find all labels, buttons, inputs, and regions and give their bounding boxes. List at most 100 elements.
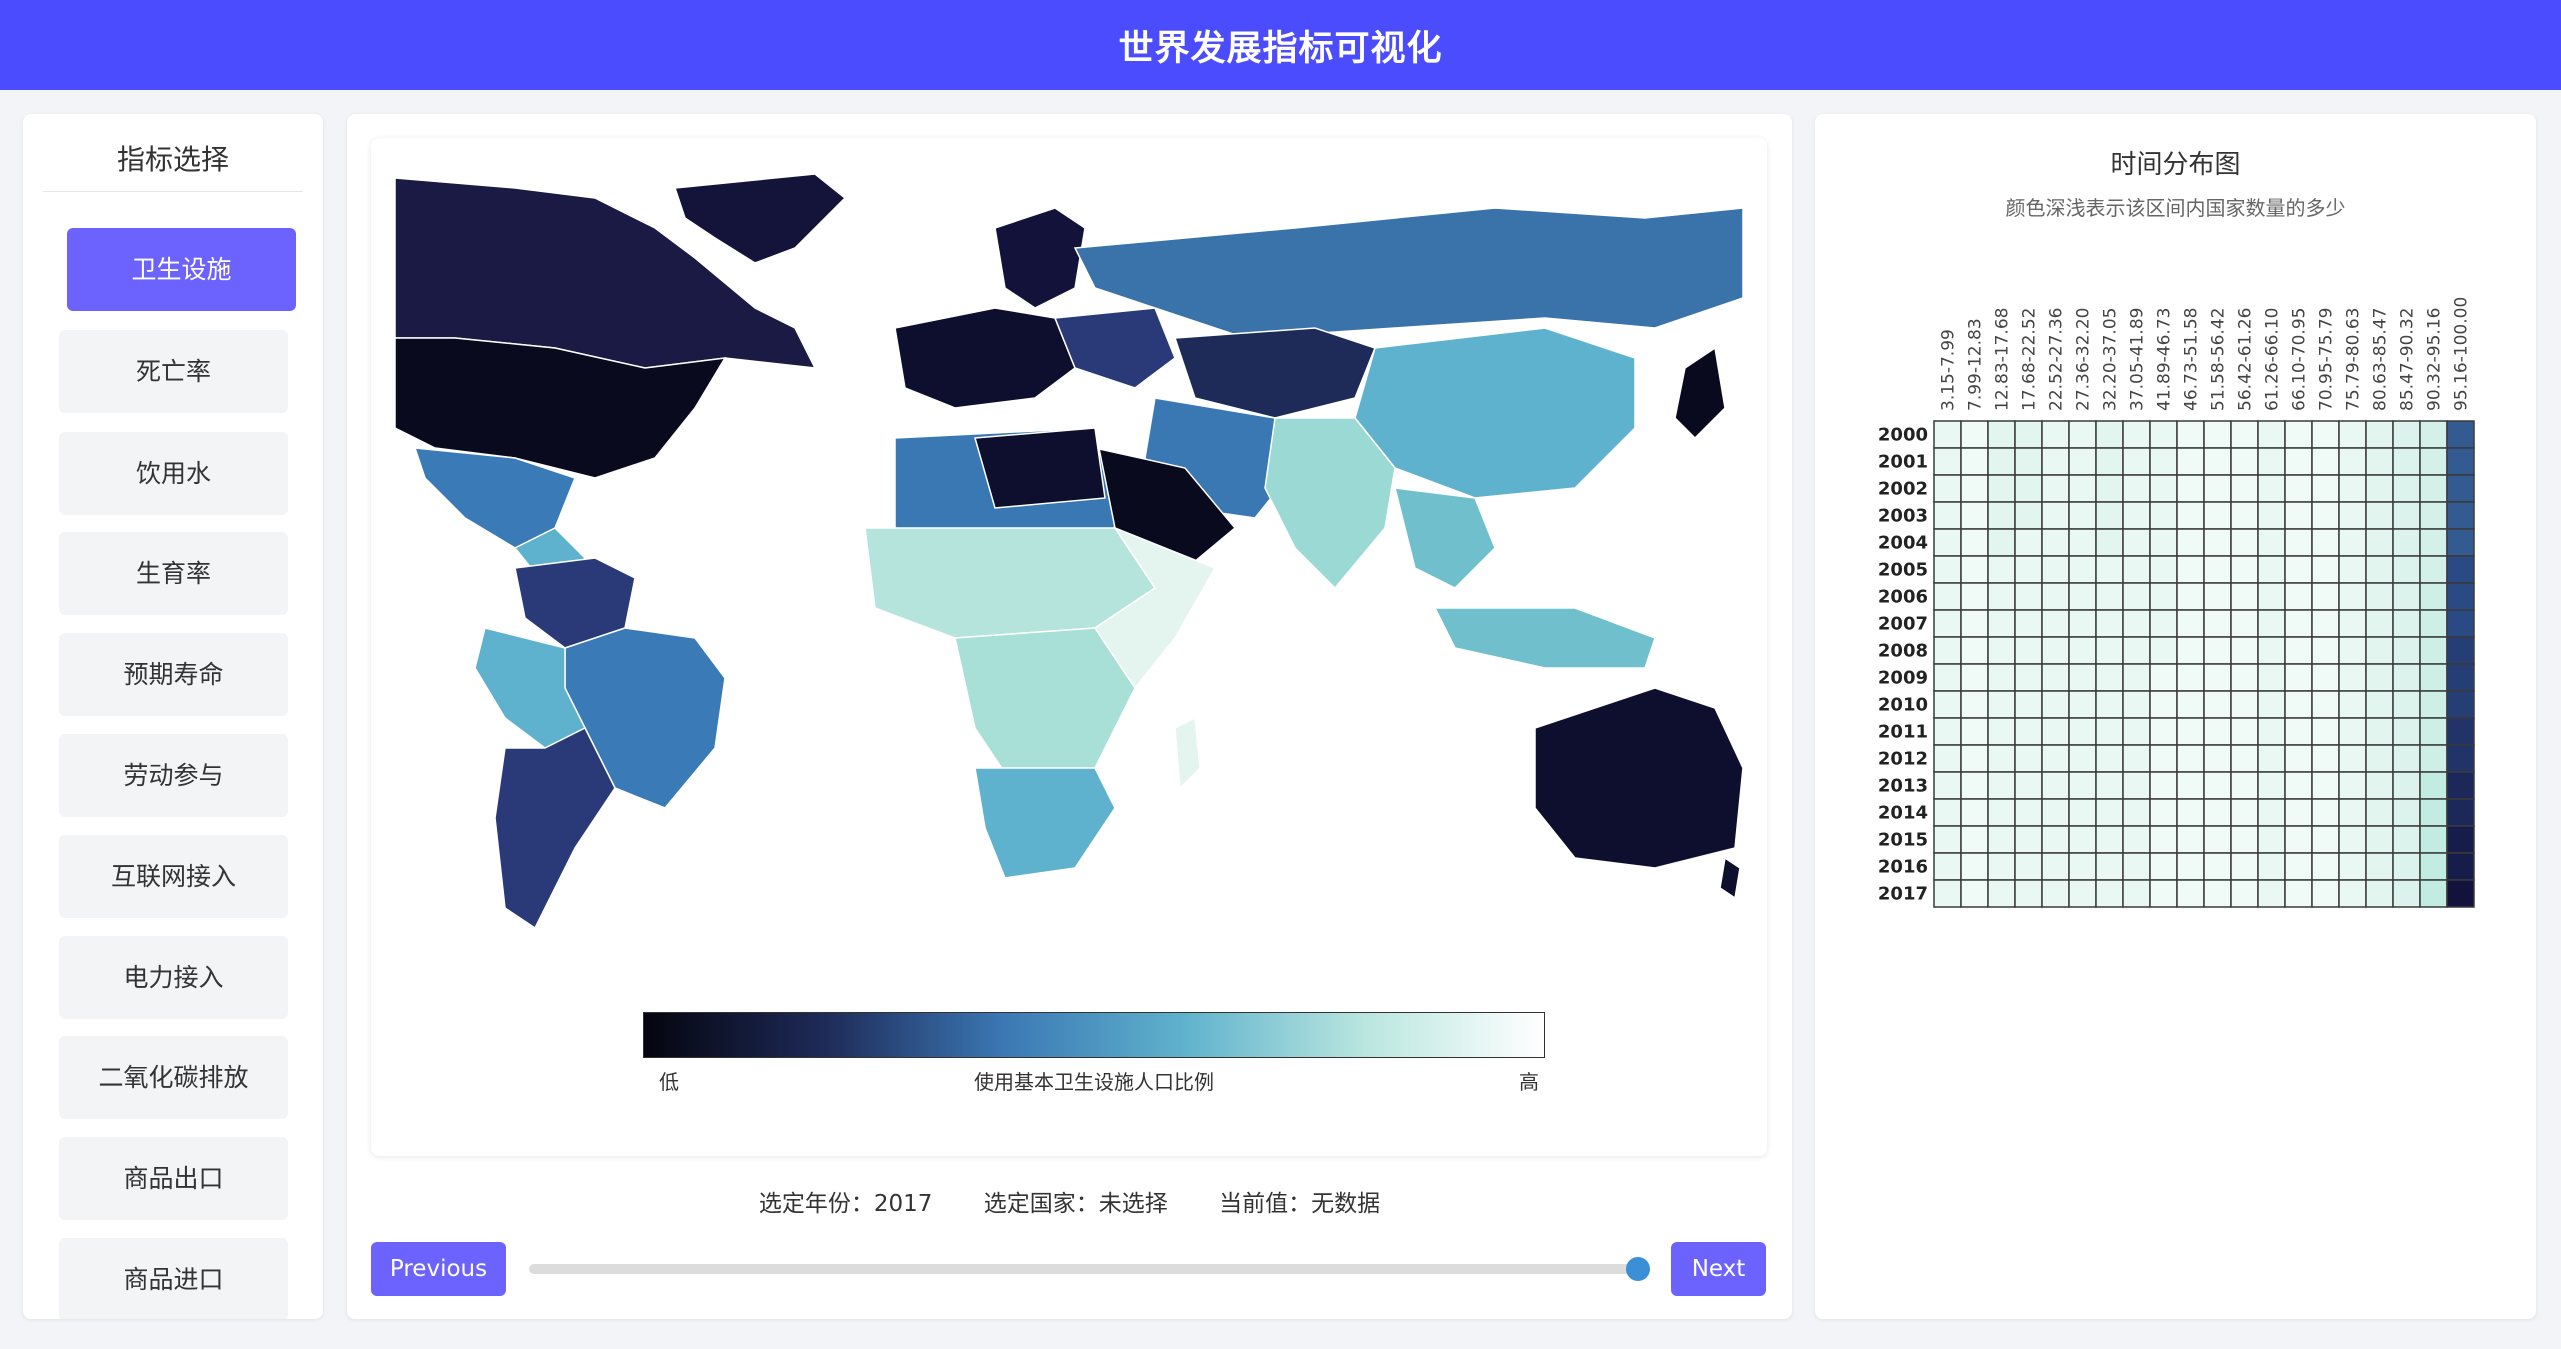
heatmap-cell[interactable] <box>2176 528 2205 557</box>
heatmap-cell[interactable] <box>2338 474 2367 503</box>
heatmap-cell[interactable] <box>2284 528 2313 557</box>
heatmap-cell[interactable] <box>2041 582 2070 611</box>
heatmap-cell[interactable] <box>2392 717 2421 746</box>
heatmap-cell[interactable] <box>2230 690 2259 719</box>
heatmap-cell[interactable] <box>2392 474 2421 503</box>
heatmap-cell[interactable] <box>2230 798 2259 827</box>
heatmap-cell[interactable] <box>2068 717 2097 746</box>
heatmap-cell[interactable] <box>2257 879 2286 908</box>
heatmap-cell[interactable] <box>2446 663 2475 692</box>
heatmap-cell[interactable] <box>2041 528 2070 557</box>
heatmap-cell[interactable] <box>2203 582 2232 611</box>
sidebar-item-goods-exports[interactable]: 商品出口 <box>59 1137 288 1220</box>
heatmap-cell[interactable] <box>1987 447 2016 476</box>
heatmap-cell[interactable] <box>2446 879 2475 908</box>
heatmap-cell[interactable] <box>2095 447 2124 476</box>
heatmap-cell[interactable] <box>2338 663 2367 692</box>
heatmap-cell[interactable] <box>2095 636 2124 665</box>
heatmap-cell[interactable] <box>2311 825 2340 854</box>
heatmap-cell[interactable] <box>2068 663 2097 692</box>
heatmap-cell[interactable] <box>2446 636 2475 665</box>
heatmap-cell[interactable] <box>2230 420 2259 449</box>
heatmap-cell[interactable] <box>2392 852 2421 881</box>
heatmap-cell[interactable] <box>2392 798 2421 827</box>
heatmap-cell[interactable] <box>1933 447 1962 476</box>
heatmap-cell[interactable] <box>1960 447 1989 476</box>
heatmap-cell[interactable] <box>2365 663 2394 692</box>
heatmap-cell[interactable] <box>2311 771 2340 800</box>
heatmap-cell[interactable] <box>1933 609 1962 638</box>
year-slider-track[interactable] <box>529 1264 1649 1274</box>
heatmap-cell[interactable] <box>2095 609 2124 638</box>
year-slider-thumb[interactable] <box>1626 1257 1650 1281</box>
heatmap-cell[interactable] <box>2176 744 2205 773</box>
heatmap-cell[interactable] <box>2068 420 2097 449</box>
heatmap-cell[interactable] <box>2176 663 2205 692</box>
heatmap-cell[interactable] <box>2095 663 2124 692</box>
heatmap-cell[interactable] <box>2311 690 2340 719</box>
heatmap-cell[interactable] <box>2122 663 2151 692</box>
heatmap-cell[interactable] <box>2203 771 2232 800</box>
heatmap-cell[interactable] <box>2392 771 2421 800</box>
heatmap-cell[interactable] <box>2176 420 2205 449</box>
heatmap-cell[interactable] <box>2392 636 2421 665</box>
sidebar-item-electricity-access[interactable]: 电力接入 <box>59 936 288 1019</box>
heatmap-cell[interactable] <box>2365 420 2394 449</box>
heatmap-cell[interactable] <box>2122 771 2151 800</box>
heatmap-cell[interactable] <box>2392 744 2421 773</box>
heatmap-cell[interactable] <box>2041 609 2070 638</box>
heatmap-cell[interactable] <box>2257 501 2286 530</box>
heatmap-cell[interactable] <box>1960 501 1989 530</box>
heatmap-cell[interactable] <box>2392 447 2421 476</box>
heatmap-cell[interactable] <box>2392 690 2421 719</box>
heatmap-cell[interactable] <box>2419 825 2448 854</box>
heatmap-cell[interactable] <box>2230 636 2259 665</box>
heatmap-cell[interactable] <box>2257 609 2286 638</box>
heatmap-cell[interactable] <box>2203 879 2232 908</box>
heatmap-cell[interactable] <box>2446 474 2475 503</box>
heatmap-cell[interactable] <box>2068 879 2097 908</box>
heatmap-cell[interactable] <box>2230 474 2259 503</box>
heatmap-cell[interactable] <box>2419 717 2448 746</box>
heatmap-cell[interactable] <box>2041 798 2070 827</box>
heatmap-cell[interactable] <box>2095 420 2124 449</box>
heatmap-cell[interactable] <box>2068 528 2097 557</box>
heatmap-cell[interactable] <box>2230 879 2259 908</box>
sidebar-item-goods-imports[interactable]: 商品进口 <box>59 1238 288 1319</box>
heatmap-cell[interactable] <box>1960 690 1989 719</box>
heatmap-cell[interactable] <box>2446 420 2475 449</box>
heatmap-cell[interactable] <box>1987 636 2016 665</box>
heatmap-cell[interactable] <box>2149 447 2178 476</box>
heatmap-cell[interactable] <box>2149 825 2178 854</box>
heatmap-cell[interactable] <box>2419 582 2448 611</box>
heatmap-cell[interactable] <box>1933 501 1962 530</box>
heatmap-cell[interactable] <box>2176 636 2205 665</box>
heatmap-cell[interactable] <box>2041 636 2070 665</box>
heatmap-cell[interactable] <box>2257 771 2286 800</box>
heatmap-cell[interactable] <box>1987 501 2016 530</box>
heatmap-cell[interactable] <box>2257 852 2286 881</box>
heatmap-cell[interactable] <box>1987 690 2016 719</box>
heatmap-cell[interactable] <box>2203 474 2232 503</box>
heatmap-cell[interactable] <box>2014 690 2043 719</box>
heatmap-cell[interactable] <box>1987 420 2016 449</box>
heatmap-cell[interactable] <box>2338 528 2367 557</box>
heatmap-cell[interactable] <box>1987 744 2016 773</box>
heatmap-cell[interactable] <box>2365 690 2394 719</box>
heatmap-cell[interactable] <box>2338 555 2367 584</box>
heatmap-cell[interactable] <box>2338 420 2367 449</box>
heatmap-cell[interactable] <box>2095 690 2124 719</box>
heatmap-cell[interactable] <box>2014 474 2043 503</box>
heatmap-cell[interactable] <box>2095 717 2124 746</box>
heatmap-cell[interactable] <box>2284 798 2313 827</box>
heatmap-cell[interactable] <box>2446 744 2475 773</box>
heatmap-cell[interactable] <box>2095 555 2124 584</box>
heatmap-cell[interactable] <box>2176 798 2205 827</box>
heatmap-cell[interactable] <box>2041 474 2070 503</box>
heatmap-cell[interactable] <box>1987 474 2016 503</box>
heatmap-cell[interactable] <box>2419 474 2448 503</box>
heatmap-cell[interactable] <box>1987 555 2016 584</box>
heatmap-cell[interactable] <box>2176 717 2205 746</box>
heatmap-cell[interactable] <box>2257 690 2286 719</box>
heatmap-cell[interactable] <box>1933 717 1962 746</box>
